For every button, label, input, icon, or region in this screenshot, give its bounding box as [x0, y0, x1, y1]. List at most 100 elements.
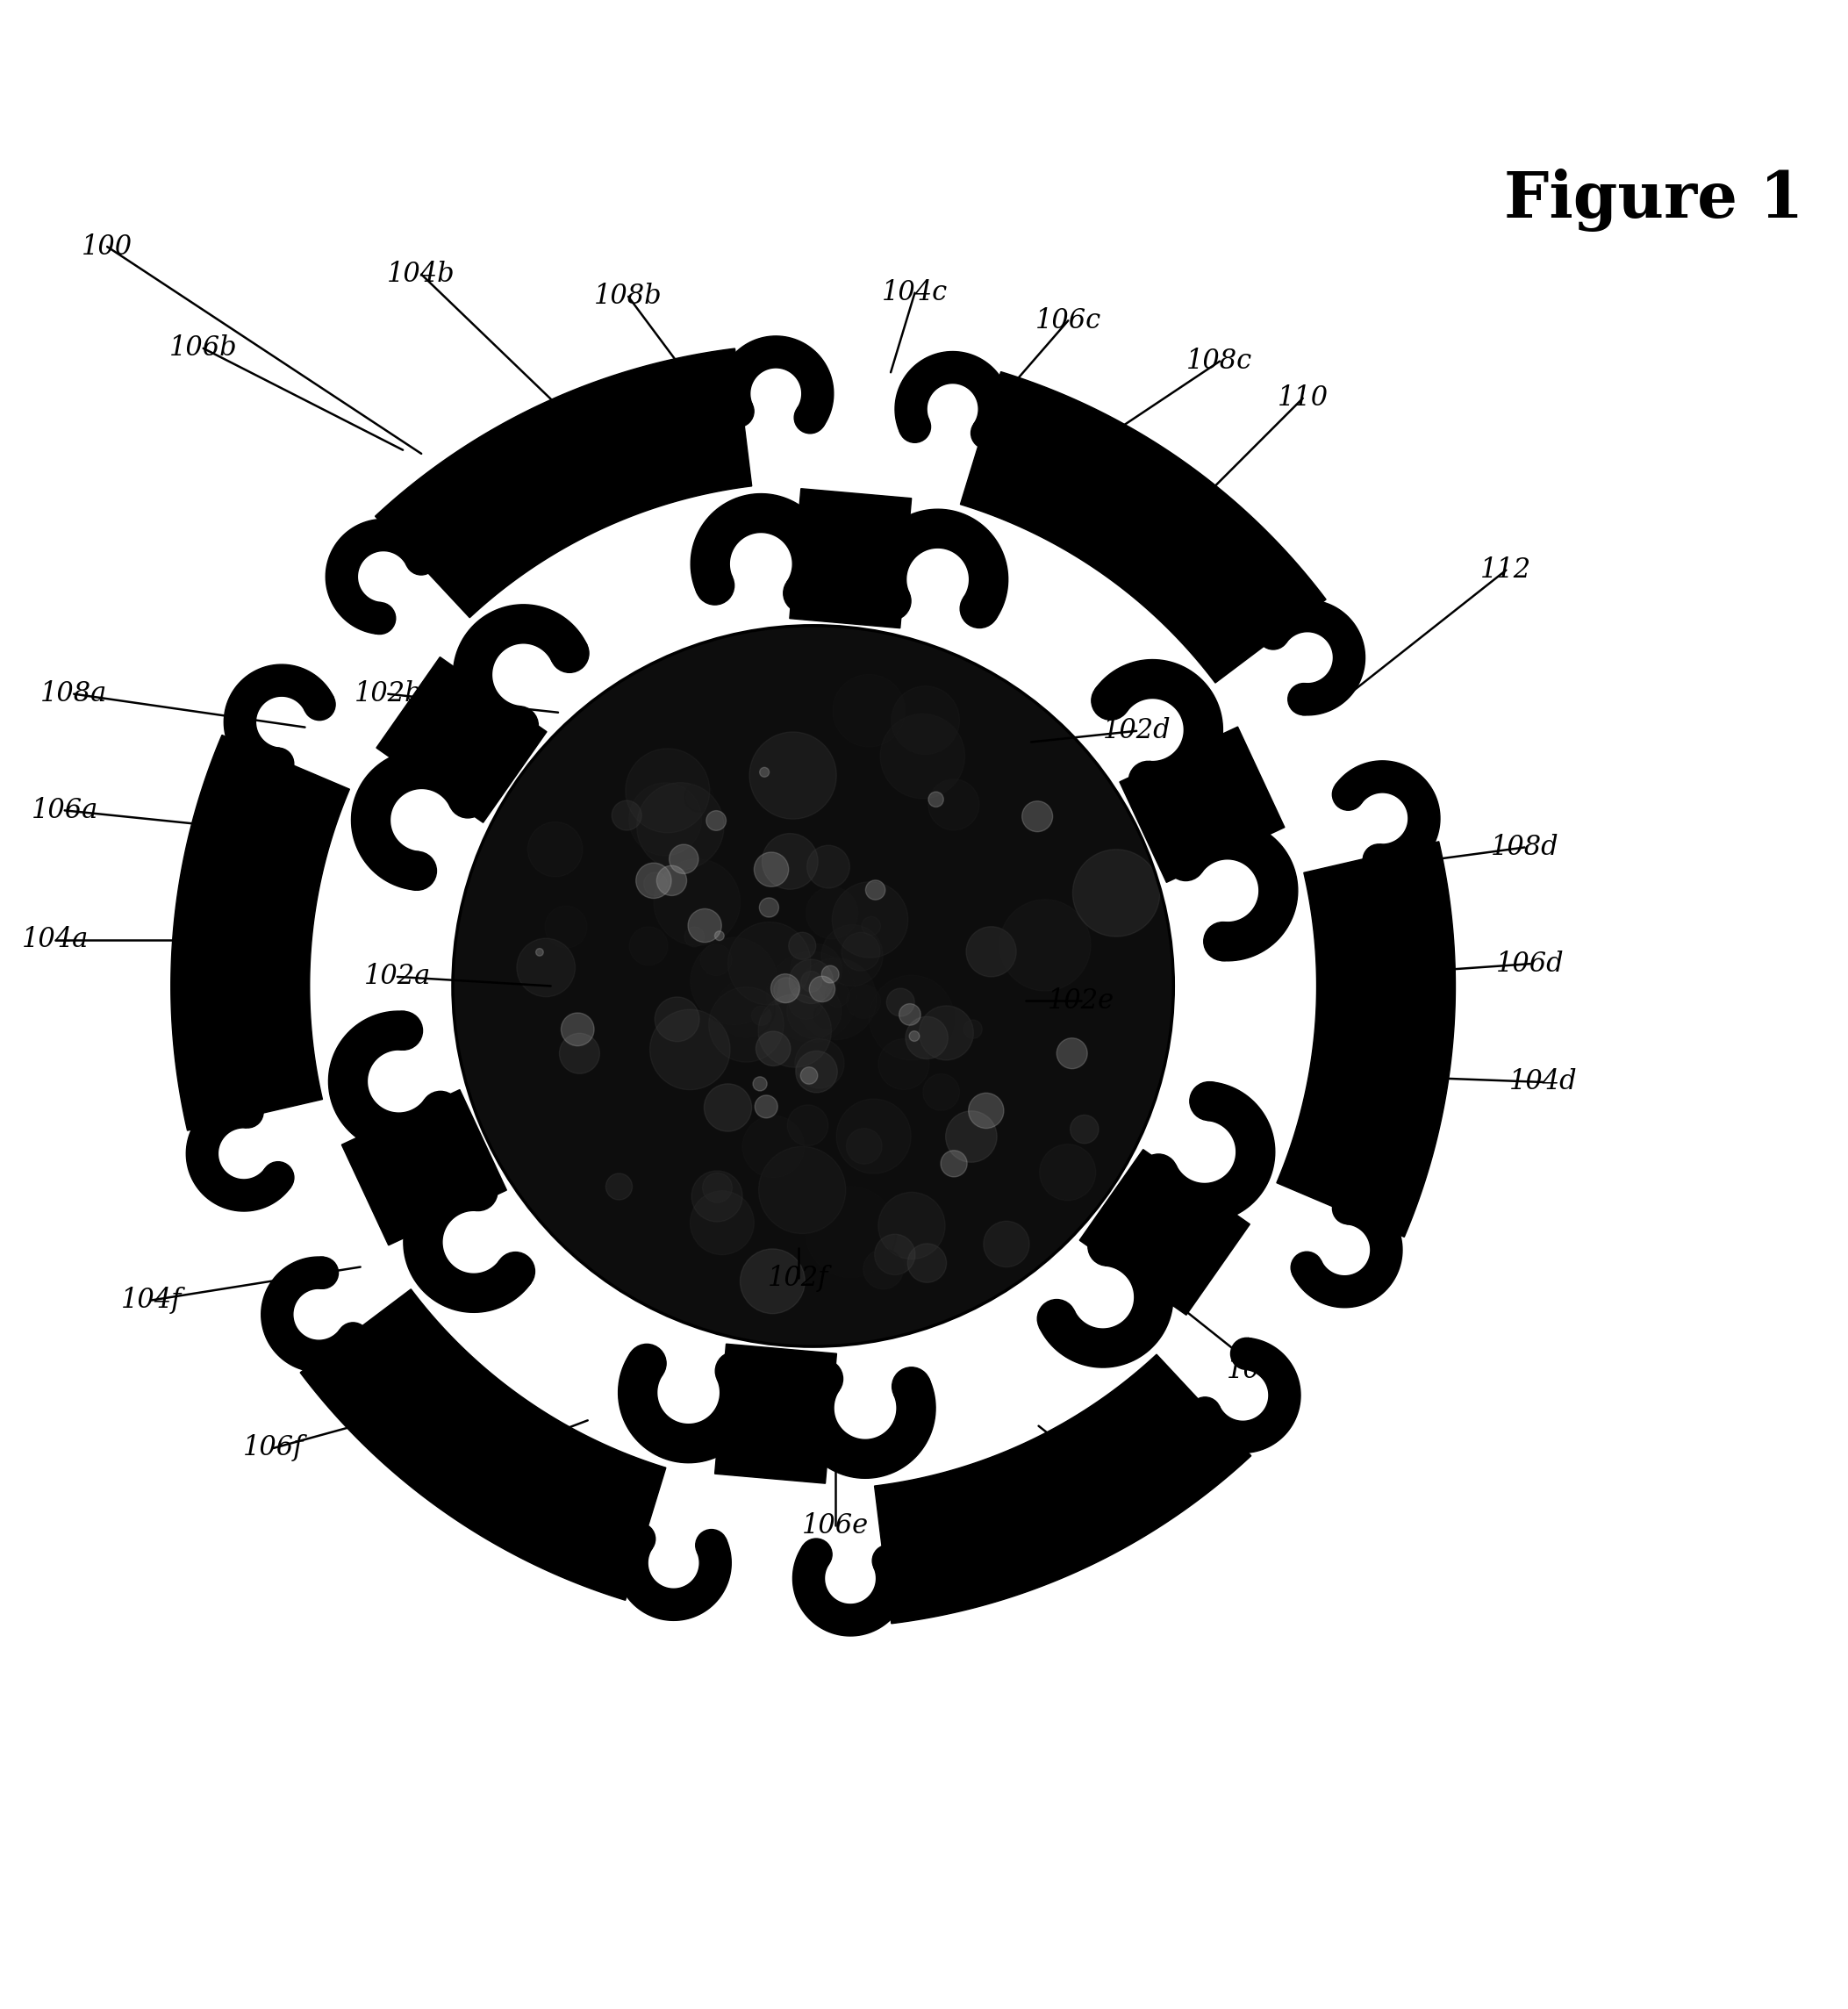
- Circle shape: [761, 834, 819, 890]
- Circle shape: [1257, 619, 1290, 649]
- Circle shape: [307, 1258, 338, 1288]
- Circle shape: [1088, 1227, 1127, 1266]
- Circle shape: [789, 984, 824, 1019]
- Text: 106b: 106b: [170, 336, 237, 362]
- Polygon shape: [961, 372, 1327, 683]
- Polygon shape: [1277, 842, 1454, 1238]
- Circle shape: [961, 589, 998, 629]
- Circle shape: [756, 1031, 791, 1067]
- Circle shape: [968, 1093, 1003, 1129]
- Circle shape: [893, 1368, 931, 1406]
- Polygon shape: [615, 1531, 732, 1621]
- Circle shape: [872, 583, 911, 621]
- Polygon shape: [375, 348, 752, 617]
- Circle shape: [545, 906, 588, 948]
- Circle shape: [806, 886, 857, 938]
- Circle shape: [499, 707, 538, 745]
- Circle shape: [715, 1352, 754, 1390]
- Circle shape: [804, 1360, 843, 1398]
- Polygon shape: [719, 336, 833, 426]
- Text: 102b: 102b: [355, 681, 421, 707]
- Polygon shape: [351, 749, 486, 890]
- Circle shape: [900, 1004, 920, 1025]
- Polygon shape: [1190, 1338, 1301, 1453]
- Circle shape: [691, 938, 778, 1025]
- Circle shape: [421, 1091, 460, 1129]
- Circle shape: [650, 1009, 730, 1089]
- Circle shape: [643, 872, 667, 896]
- Circle shape: [1037, 1300, 1076, 1338]
- Circle shape: [800, 970, 822, 992]
- Circle shape: [983, 1221, 1029, 1268]
- Polygon shape: [261, 1258, 366, 1372]
- Polygon shape: [325, 518, 436, 635]
- Circle shape: [865, 880, 885, 900]
- Circle shape: [800, 1539, 832, 1571]
- Circle shape: [551, 635, 590, 673]
- Circle shape: [231, 1097, 262, 1127]
- Circle shape: [689, 1191, 754, 1256]
- Circle shape: [704, 1083, 752, 1131]
- Circle shape: [1040, 1145, 1096, 1201]
- Circle shape: [891, 687, 959, 755]
- Text: 104a: 104a: [22, 926, 89, 954]
- Circle shape: [906, 1017, 948, 1059]
- Circle shape: [787, 1105, 828, 1145]
- Circle shape: [760, 767, 769, 777]
- Polygon shape: [894, 352, 1011, 442]
- Circle shape: [654, 860, 741, 946]
- Circle shape: [495, 1252, 534, 1290]
- Circle shape: [623, 1523, 656, 1555]
- Polygon shape: [1336, 761, 1440, 876]
- Circle shape: [562, 1013, 595, 1047]
- Circle shape: [1057, 1039, 1087, 1069]
- Circle shape: [1190, 1396, 1222, 1428]
- Circle shape: [336, 1322, 370, 1354]
- Text: 106f: 106f: [244, 1434, 303, 1463]
- Text: 108f: 108f: [436, 1453, 495, 1481]
- Text: 108a: 108a: [41, 681, 107, 707]
- Circle shape: [869, 974, 954, 1061]
- Circle shape: [809, 976, 835, 1002]
- Circle shape: [963, 1021, 981, 1039]
- Text: 104c: 104c: [881, 279, 948, 307]
- Circle shape: [791, 944, 843, 994]
- Circle shape: [795, 958, 876, 1041]
- Text: 104b: 104b: [388, 261, 455, 287]
- Circle shape: [1022, 802, 1053, 832]
- Circle shape: [874, 1234, 915, 1276]
- Polygon shape: [715, 1344, 837, 1483]
- Text: 112: 112: [1480, 556, 1532, 585]
- Circle shape: [800, 1067, 817, 1085]
- Polygon shape: [224, 665, 334, 779]
- Circle shape: [405, 542, 436, 575]
- Circle shape: [717, 978, 774, 1037]
- Circle shape: [1332, 779, 1364, 810]
- Circle shape: [728, 922, 811, 1004]
- Polygon shape: [1260, 601, 1366, 715]
- Polygon shape: [619, 1352, 760, 1463]
- Circle shape: [303, 689, 334, 721]
- Circle shape: [1231, 1338, 1262, 1370]
- Polygon shape: [1140, 1083, 1275, 1221]
- Text: 108d: 108d: [1491, 834, 1558, 862]
- Circle shape: [898, 412, 931, 442]
- Polygon shape: [874, 1354, 1251, 1623]
- Polygon shape: [1079, 1149, 1249, 1316]
- Circle shape: [822, 966, 839, 982]
- Circle shape: [1190, 1081, 1229, 1121]
- Circle shape: [606, 1173, 632, 1199]
- Circle shape: [628, 784, 702, 856]
- Polygon shape: [691, 494, 832, 605]
- Circle shape: [638, 784, 724, 870]
- Circle shape: [909, 1031, 920, 1041]
- Circle shape: [536, 948, 543, 956]
- Text: 108b: 108b: [595, 283, 662, 309]
- Circle shape: [700, 944, 732, 976]
- Circle shape: [787, 984, 841, 1039]
- Circle shape: [628, 1344, 665, 1382]
- Text: 106c: 106c: [1035, 307, 1101, 333]
- Circle shape: [397, 852, 436, 890]
- Circle shape: [687, 908, 721, 942]
- Circle shape: [863, 1250, 904, 1290]
